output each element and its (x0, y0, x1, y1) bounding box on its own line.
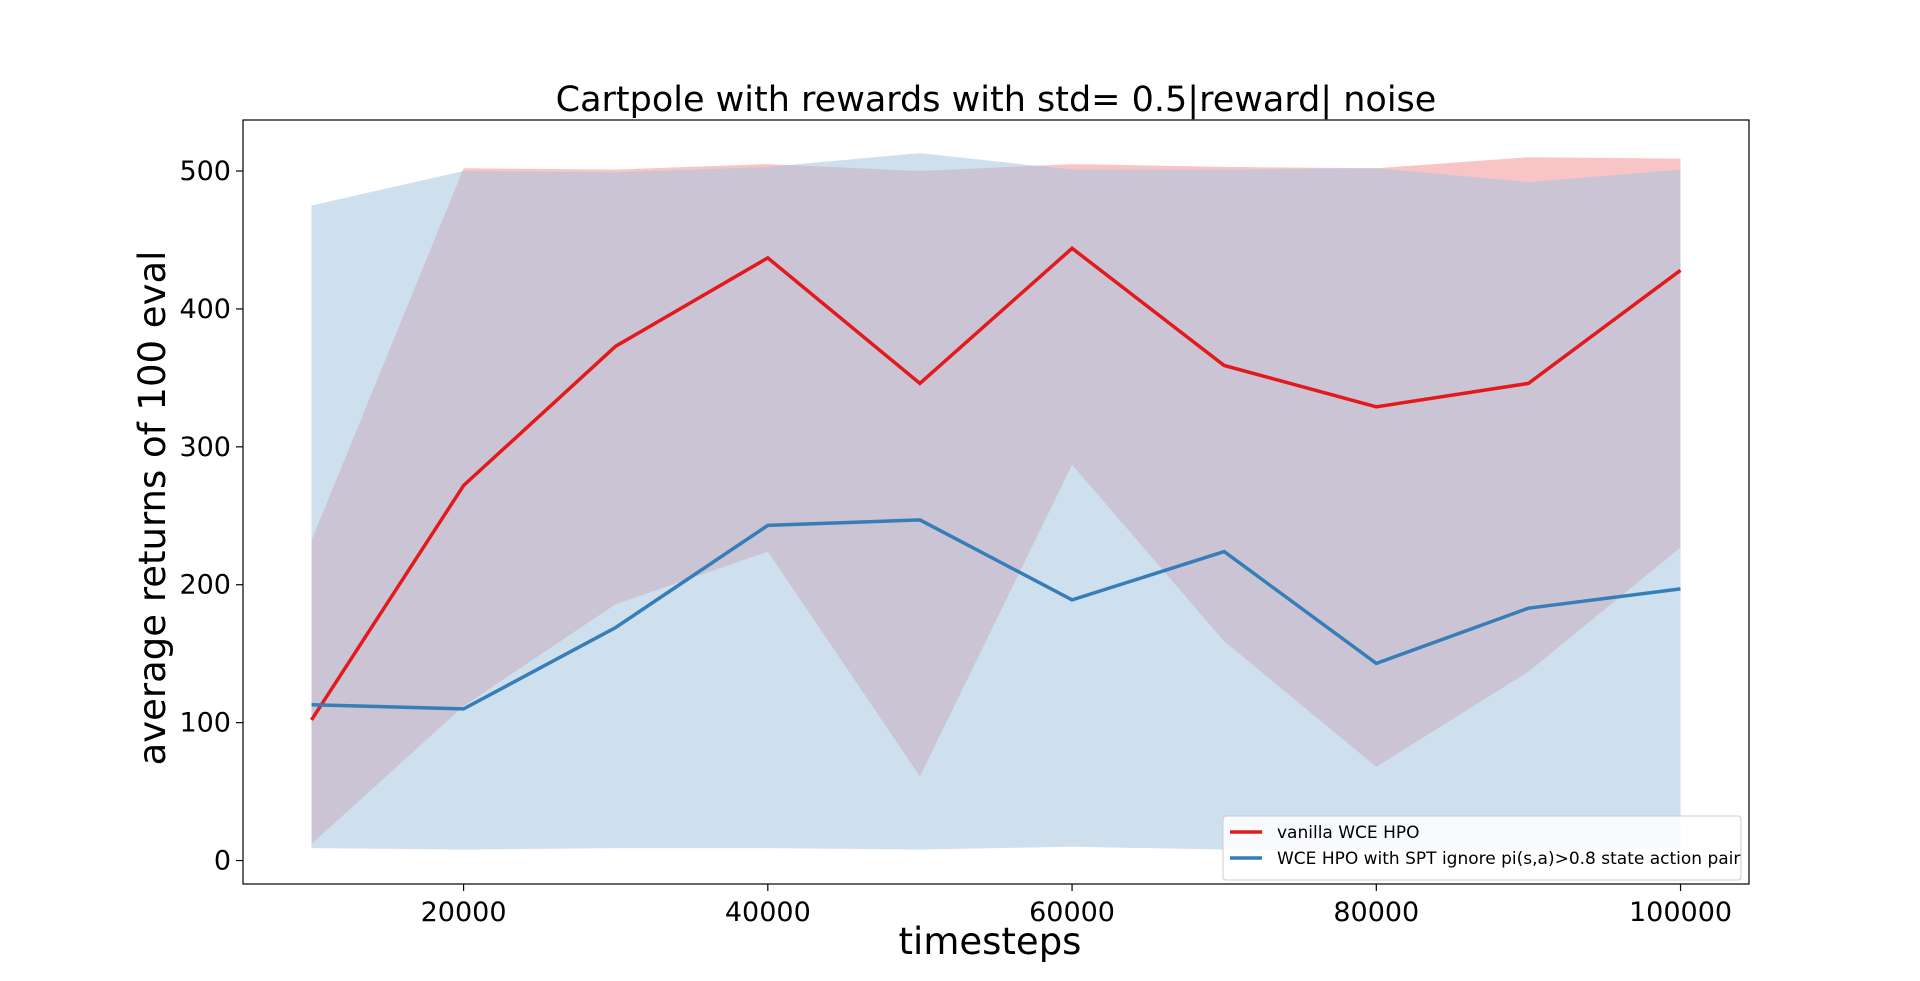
series-line-1 (311, 518, 1681, 711)
x-tick-label: 60000 (1029, 897, 1115, 928)
legend-label-vanilla: vanilla WCE HPO (1277, 823, 1419, 843)
chart-title: Cartpole with rewards with std= 0.5|rewa… (556, 80, 1437, 120)
x-tick-label: 100000 (1629, 897, 1732, 928)
series-line-0 (310, 246, 1682, 721)
y-tick-label: 300 (179, 432, 231, 463)
legend: vanilla WCE HPO WCE HPO with SPT ignore … (1222, 815, 1742, 881)
x-tick-label: 20000 (421, 897, 507, 928)
legend-label-spt: WCE HPO with SPT ignore pi(s,a)>0.8 stat… (1277, 849, 1740, 869)
y-tick-label: 500 (179, 156, 231, 187)
x-tick-label: 40000 (725, 897, 811, 928)
y-axis: 0 100 200 300 400 500 (179, 156, 243, 877)
plot-lines (310, 246, 1682, 721)
x-axis: 20000 40000 60000 80000 100000 (421, 884, 1732, 928)
x-tick-label: 80000 (1333, 897, 1419, 928)
legend-box (1222, 815, 1742, 881)
x-axis-title: timesteps (899, 920, 1082, 963)
y-tick-label: 0 (214, 846, 231, 877)
plot-bands (311, 153, 1681, 851)
y-axis-title: average returns of 100 eval (131, 251, 174, 766)
y-tick-label: 100 (179, 708, 231, 739)
confidence-band-1 (311, 153, 1681, 851)
y-tick-label: 400 (179, 294, 231, 325)
y-tick-label: 200 (179, 570, 231, 601)
plot-frame (242, 119, 1750, 885)
